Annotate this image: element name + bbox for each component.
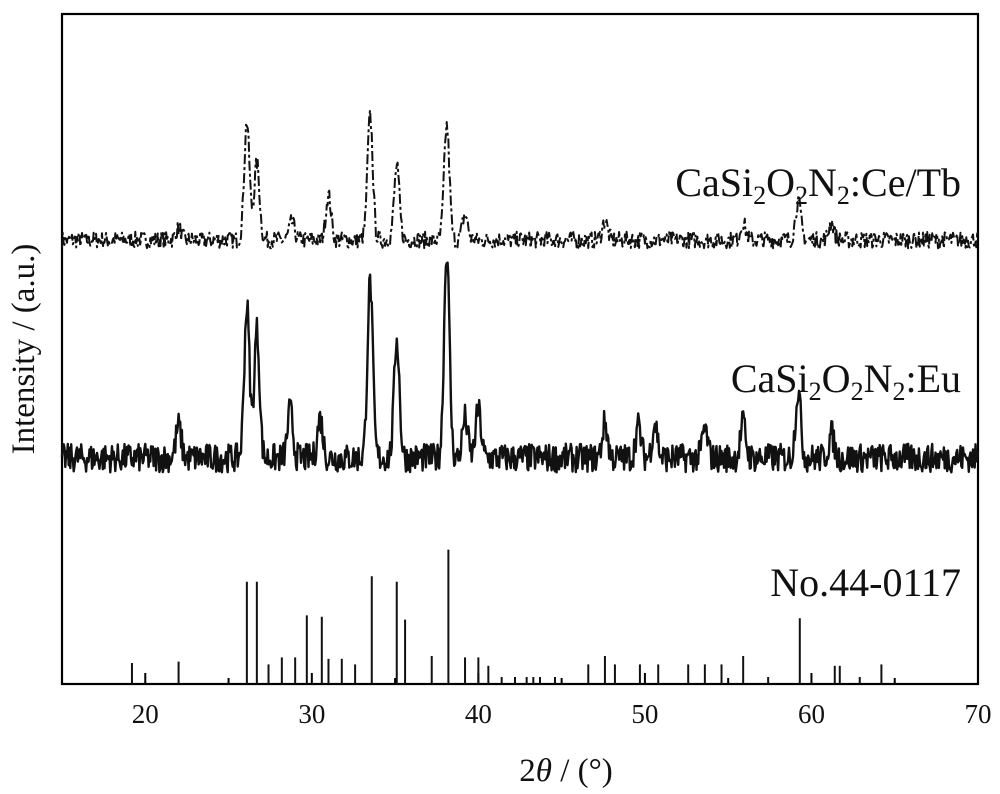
x-tick-label: 50 — [631, 699, 658, 729]
x-ticks: 20 30 40 50 60 70 — [61, 673, 992, 729]
series-label-eu: CaSi2O2N2:Eu — [731, 356, 961, 406]
x-axis-title: 2θ / (°) — [519, 753, 613, 789]
x-tick-label: 40 — [465, 699, 492, 729]
x-tick-label: 70 — [965, 699, 992, 729]
reference-label: No.44-0117 — [770, 560, 961, 605]
x-tick-label: 20 — [132, 699, 159, 729]
series-line-ce_tb — [61, 109, 979, 250]
series-layer — [60, 109, 980, 474]
x-tick-label: 30 — [298, 699, 325, 729]
series-line-eu — [60, 261, 980, 474]
reference-pattern — [130, 549, 883, 684]
x-tick-label: 60 — [798, 699, 825, 729]
series-label-ce-tb: CaSi2O2N2:Ce/Tb — [675, 160, 961, 210]
plot-frame — [60, 12, 980, 686]
y-axis-title: Intensity / (a.u.) — [6, 244, 42, 455]
